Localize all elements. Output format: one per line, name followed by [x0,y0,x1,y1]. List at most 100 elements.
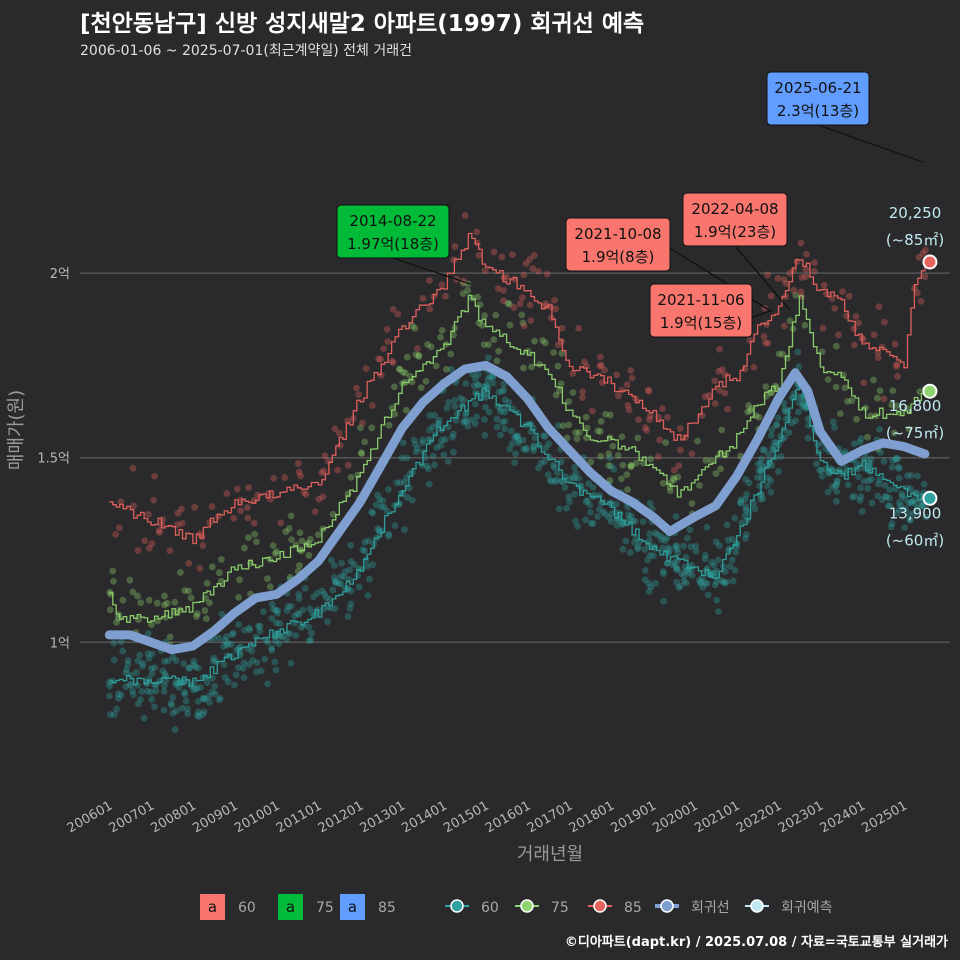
point-60 [482,381,490,389]
point-85 [384,338,392,346]
point-60 [858,508,866,515]
point-60 [856,438,864,446]
point-60 [451,403,459,411]
point-60 [240,674,248,682]
annotation-box [565,217,671,272]
point-60 [493,415,501,423]
point-60 [673,578,680,586]
point-60 [881,481,889,489]
point-60 [710,569,718,577]
point-75 [597,452,605,460]
point-60 [426,412,434,419]
point-60 [816,466,824,474]
point-60 [796,393,804,401]
point-60 [596,506,603,513]
point-75 [618,433,626,441]
point-60 [904,472,911,480]
point-60 [412,448,420,456]
point-85 [178,505,185,513]
point-75 [801,321,809,329]
point-60 [162,677,169,685]
point-75 [409,322,416,330]
point-60 [888,520,896,527]
point-75 [905,425,913,433]
point-60 [545,440,552,448]
point-75 [285,525,293,532]
point-60 [503,405,511,412]
point-75 [166,633,174,641]
point-60 [799,403,807,411]
point-75 [412,351,420,358]
point-60 [545,453,553,461]
point-60 [210,654,218,662]
point-85 [790,286,798,294]
point-75 [185,587,192,595]
point-60 [757,491,765,499]
annotation-value: 1.9억(23층) [694,223,776,241]
point-60 [462,411,470,419]
point-60 [775,468,782,475]
point-85 [762,339,770,347]
point-85 [786,269,794,277]
point-60 [194,698,202,705]
point-85 [510,304,518,311]
point-60 [895,465,903,472]
point-60 [922,513,930,521]
point-60 [470,382,478,390]
point-60 [354,572,362,579]
point-85 [368,402,376,409]
point-85 [716,386,723,394]
point-60 [874,492,882,500]
x-tick-label: 200901 [190,798,240,836]
point-85 [839,288,846,296]
point-60 [321,590,328,598]
point-60 [318,587,326,595]
point-60 [737,499,745,506]
point-85 [318,469,326,477]
point-60 [117,691,125,699]
point-75 [476,301,484,309]
point-60 [283,607,291,614]
point-60 [721,568,729,575]
point-60 [408,496,416,504]
point-60 [755,467,763,475]
point-60 [475,381,482,389]
point-60 [612,500,620,508]
point-60 [472,400,479,408]
point-60 [818,472,826,480]
point-60 [272,630,280,638]
point-75 [583,424,591,432]
point-75 [208,563,216,571]
point-60 [743,491,751,498]
annotation-date: 2021-11-06 [657,291,744,309]
point-60 [190,661,198,669]
point-60 [906,516,914,523]
point-85 [870,331,878,339]
point-85 [893,361,901,368]
point-85 [850,341,858,349]
point-60 [134,681,141,689]
point-60 [172,679,180,687]
point-60 [313,589,321,597]
point-85 [643,426,651,434]
point-60 [629,517,637,525]
point-60 [613,522,621,530]
point-85 [321,452,329,460]
point-60 [169,694,177,701]
point-60 [322,594,330,602]
point-75 [368,424,376,432]
point-60 [625,511,632,519]
point-60 [147,688,155,696]
point-60 [907,472,915,479]
point-60 [894,455,902,462]
point-60 [673,542,680,550]
point-85 [711,400,719,408]
legend-item-75: 75 [515,899,569,916]
point-85 [414,344,421,352]
point-60 [274,607,282,614]
point-60 [554,422,562,429]
point-60 [341,568,349,575]
point-60 [680,542,687,550]
point-85 [860,379,868,387]
point-60 [117,638,125,646]
